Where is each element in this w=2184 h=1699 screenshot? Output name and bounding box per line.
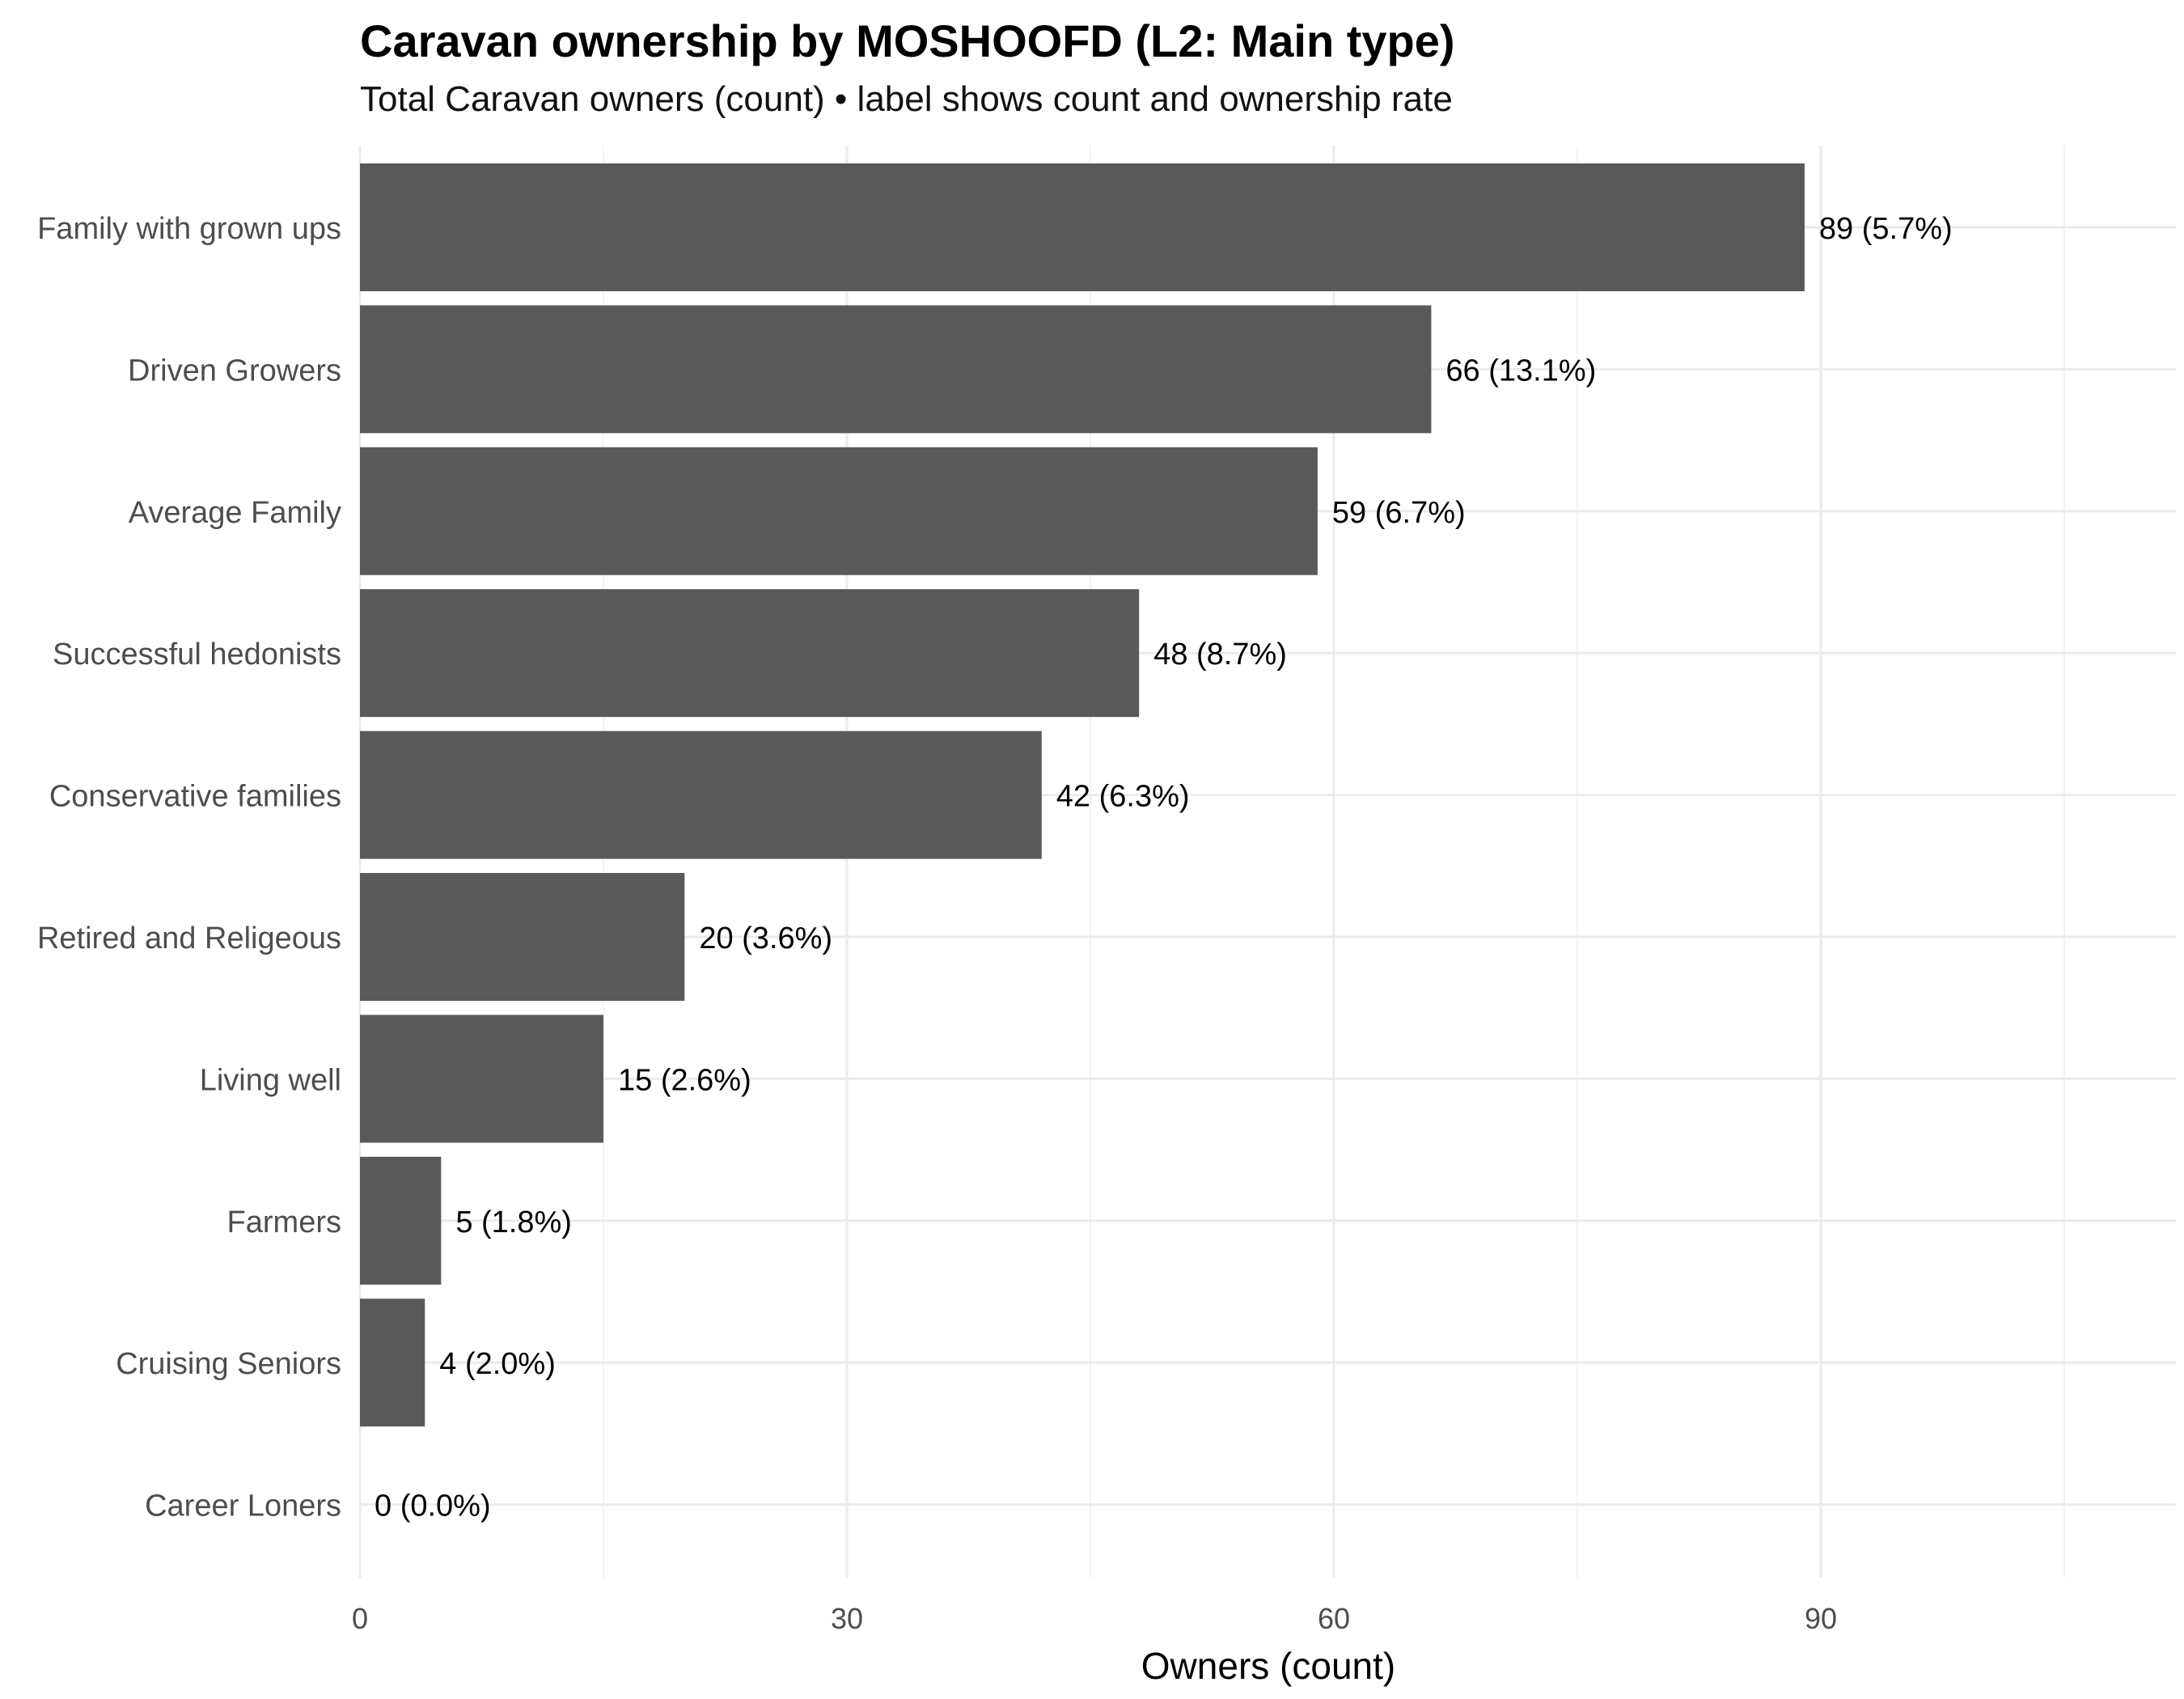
bar [360,305,1432,434]
bar [360,731,1042,859]
y-tick-label: Average Family [129,496,341,530]
bar [360,1156,442,1285]
data-label: 89 (5.7%) [1819,212,1953,246]
bar [360,1015,603,1143]
y-tick-label: Retired and Religeous [37,922,341,955]
bar [360,589,1140,718]
data-labels: 89 (5.7%) 66 (13.1%) 59 (6.7%) 48 (8.7%) 42 … [375,212,1953,1523]
data-label: 15 (2.6%) [618,1063,751,1097]
y-tick-label: Living well [200,1063,341,1097]
y-tick-label: Conservative families [49,780,341,814]
bar [360,873,685,1001]
y-tick-label: Family with grown ups [37,212,341,246]
y-tick-label: Driven Growers [128,354,341,388]
x-tick-label: 30 [831,1602,863,1635]
chart-title: Caravan ownership by MOSHOOFD (L2: Main … [360,15,1455,66]
data-label: 59 (6.7%) [1332,496,1466,530]
y-tick-label: Cruising Seniors [116,1347,341,1381]
data-label: 42 (6.3%) [1056,780,1190,814]
data-label: 5 (1.8%) [455,1205,572,1239]
data-label: 48 (8.7%) [1153,638,1287,672]
x-tick-label: 90 [1805,1602,1837,1635]
bars [360,163,1805,1427]
y-tick-label: Career Loners [145,1489,341,1523]
data-label: 66 (13.1%) [1445,354,1596,388]
data-label: 4 (2.0%) [439,1347,556,1381]
y-tick-label: Successful hedonists [53,638,341,672]
bar [360,447,1318,575]
data-label: 0 (0.0%) [375,1489,491,1523]
bar [360,163,1805,291]
y-tick-label: Farmers [227,1205,341,1239]
y-axis-labels: Family with grown ups Driven Growers Avera… [37,212,341,1523]
bar [360,1299,425,1427]
x-tick-label: 0 [352,1602,368,1635]
data-label: 20 (3.6%) [699,922,832,955]
x-axis-title: Owners (count) [1141,1645,1395,1687]
x-tick-label: 60 [1318,1602,1350,1635]
chart-subtitle: Total Caravan owners (count) • label sho… [360,79,1453,119]
x-axis-tick-labels: 0 30 60 90 [352,1602,1837,1635]
